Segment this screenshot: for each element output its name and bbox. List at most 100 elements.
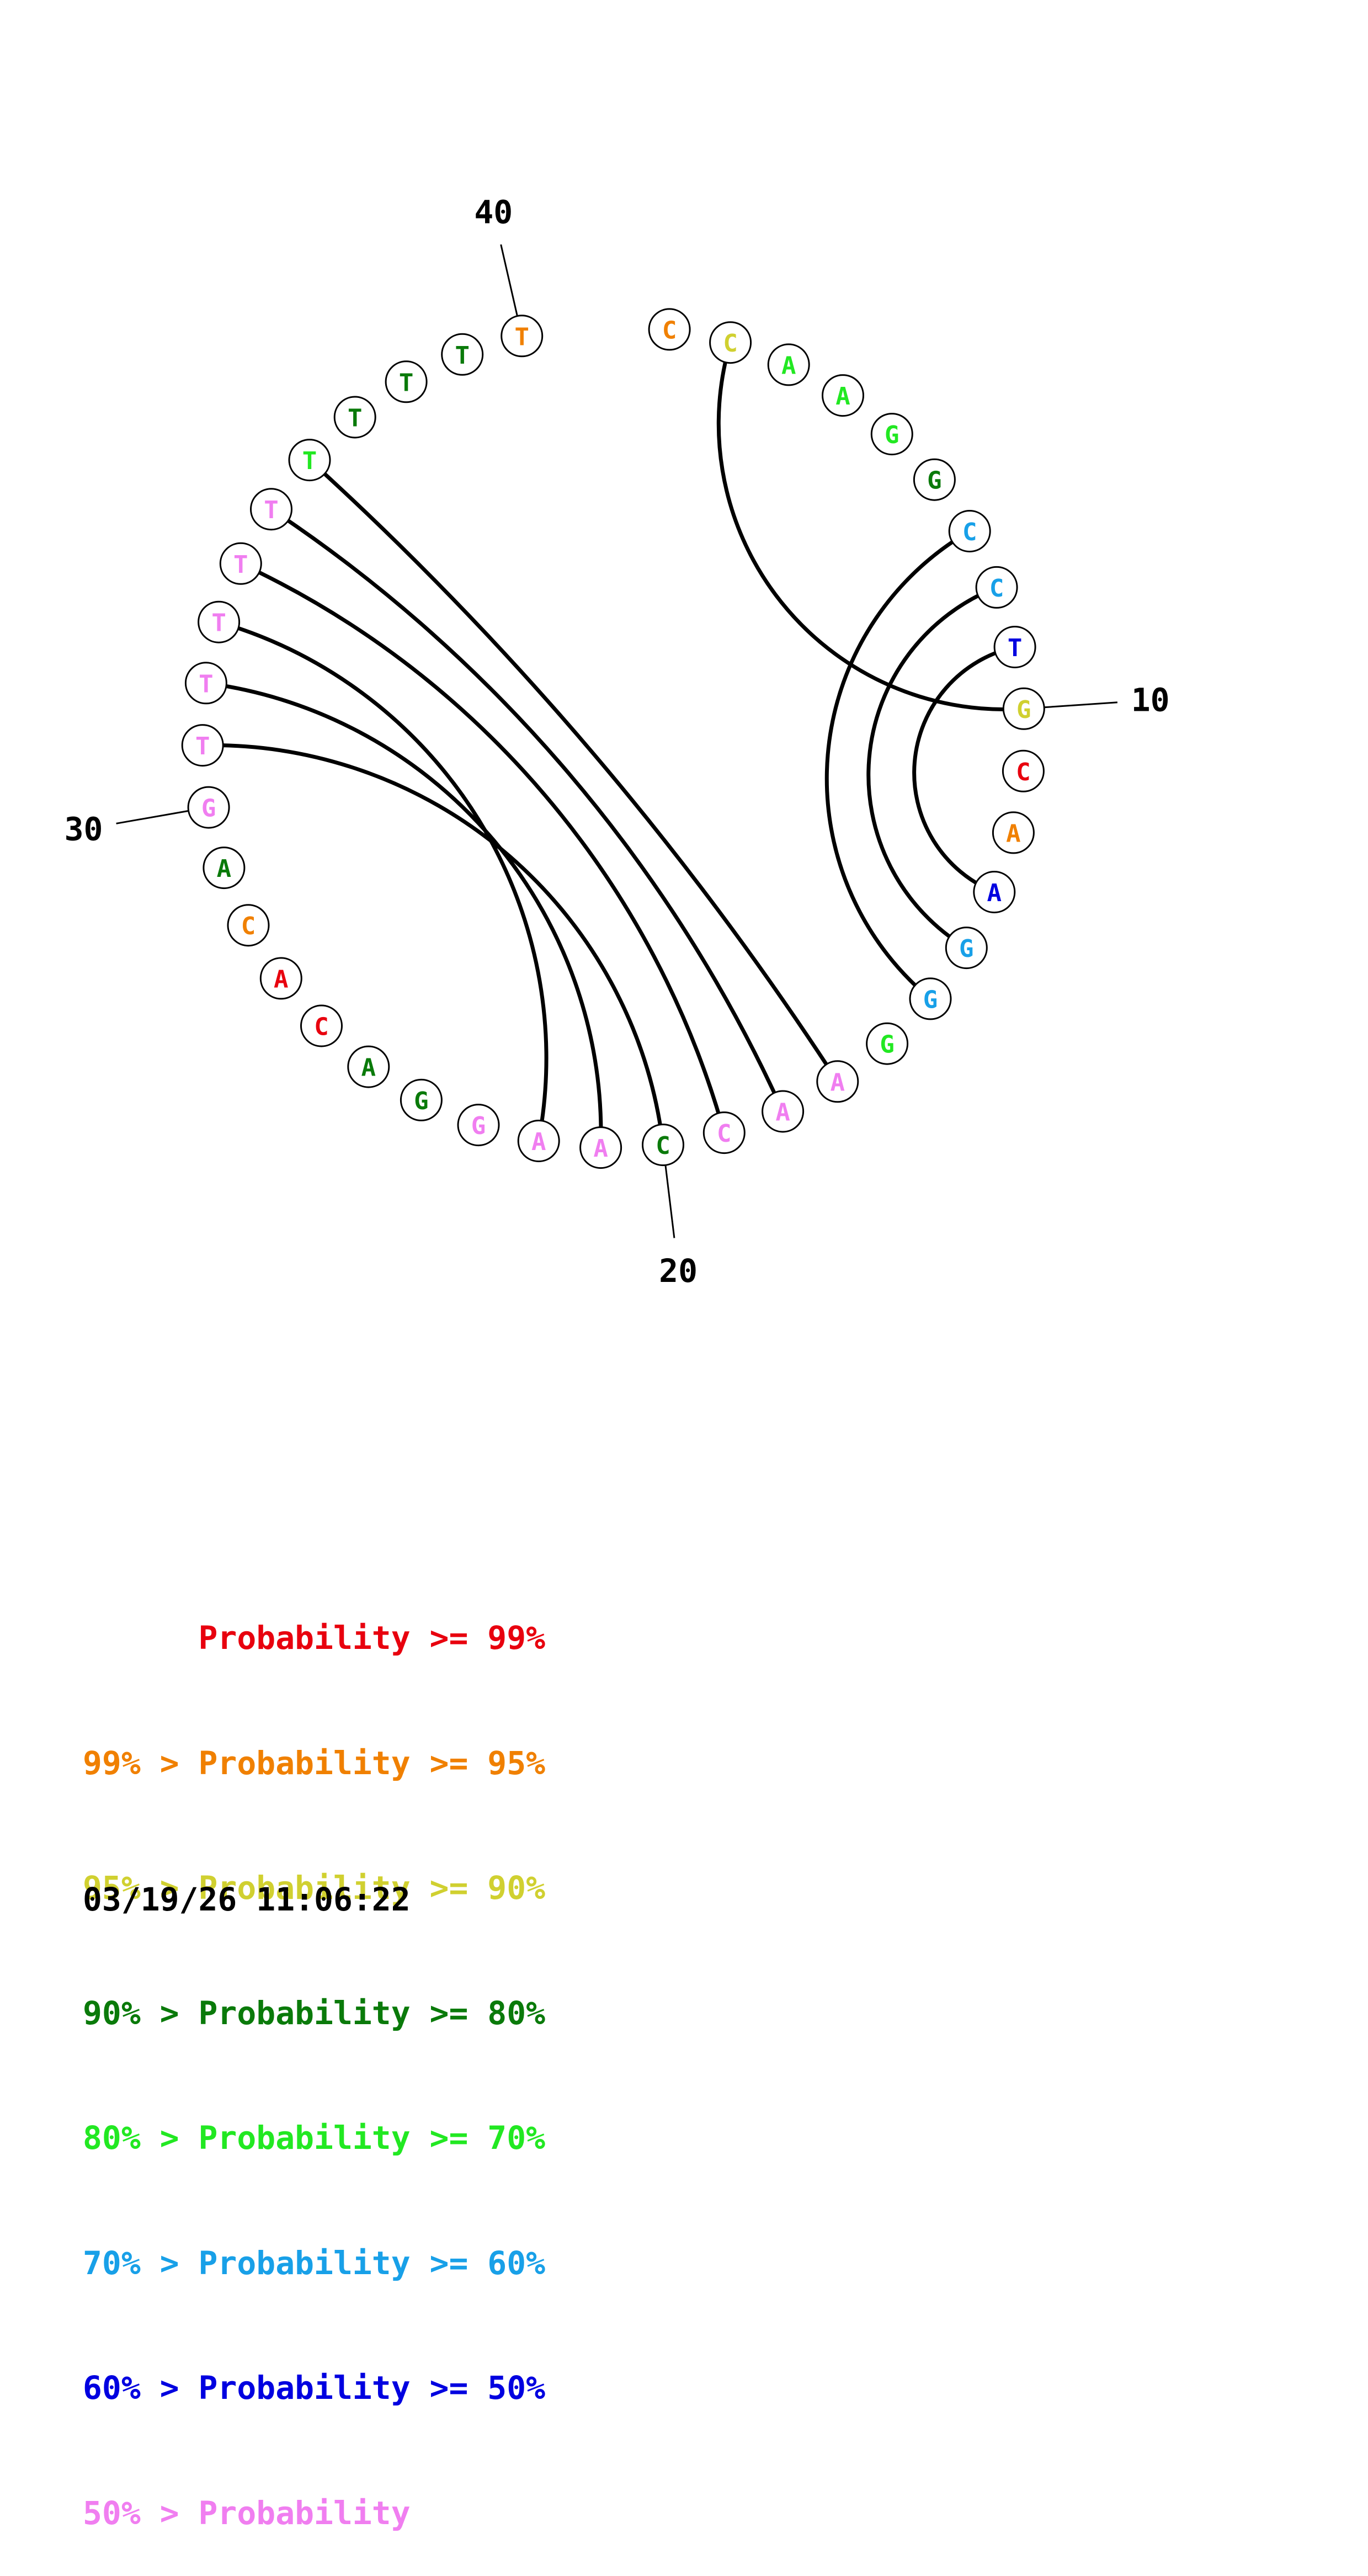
nucleotide-letter: T xyxy=(233,551,248,579)
nucleotide-circle xyxy=(300,1004,343,1047)
nucleotide-letter: G xyxy=(927,467,942,495)
nucleotide-circle xyxy=(909,977,952,1020)
nucleotide-circle xyxy=(973,871,1016,913)
nucleotide-circle xyxy=(992,811,1035,854)
legend-line: 60% > Probability >= 50% xyxy=(83,2369,546,2407)
nucleotide-letter: T xyxy=(399,369,414,397)
label-tick xyxy=(500,244,518,317)
nucleotide-circle xyxy=(181,724,224,767)
nucleotide-circle xyxy=(642,1124,684,1167)
nucleotide: C xyxy=(709,321,752,364)
nucleotide: T xyxy=(441,333,484,376)
nucleotide-letter: A xyxy=(531,1128,546,1156)
nucleotide-circle xyxy=(333,396,376,439)
nucleotide: A xyxy=(579,1126,622,1169)
label-tick xyxy=(116,810,189,824)
label-tick xyxy=(1044,701,1118,709)
nucleotide: G xyxy=(909,977,952,1020)
nucleotide: T xyxy=(184,662,227,705)
nucleotide: A xyxy=(203,847,246,890)
nucleotide-letter: G xyxy=(201,795,216,823)
nucleotide: G xyxy=(866,1022,909,1065)
nucleotide-letter: A xyxy=(593,1135,608,1163)
nucleotide-letter: G xyxy=(880,1031,895,1059)
nucleotide: G xyxy=(457,1104,500,1147)
nucleotide-letter: G xyxy=(414,1087,429,1115)
nucleotide: T xyxy=(333,396,376,439)
nucleotide: G xyxy=(945,927,988,970)
legend-line: 50% > Probability xyxy=(83,2494,411,2532)
nucleotide: G xyxy=(1002,687,1045,730)
nucleotide: C xyxy=(642,1124,684,1167)
nucleotide-circle xyxy=(913,458,956,501)
nucleotide-circle xyxy=(579,1126,622,1169)
nucleotide-circle xyxy=(187,786,230,829)
position-label: 30 xyxy=(65,811,103,848)
nucleotide: T xyxy=(993,626,1036,668)
nucleotide-letter: T xyxy=(211,609,226,637)
nucleotide: A xyxy=(992,811,1035,854)
nucleotide: G xyxy=(187,786,230,829)
nucleotide-letter: T xyxy=(264,496,279,524)
nucleotide-letter: G xyxy=(885,421,899,449)
nucleotide: G xyxy=(913,458,956,501)
nucleotide-letter: A xyxy=(781,352,796,380)
nucleotide-letter: C xyxy=(962,518,977,546)
nucleotide-letter: G xyxy=(471,1112,486,1140)
nucleotide-circle xyxy=(866,1022,909,1065)
legend-line: 70% > Probability >= 60% xyxy=(83,2244,546,2282)
position-label: 20 xyxy=(659,1252,698,1290)
legend-line: 95% > Probability >= 90% xyxy=(83,1869,546,1907)
nucleotide-circle xyxy=(501,315,544,358)
nucleotide: T xyxy=(181,724,224,767)
nucleotide-circle xyxy=(702,1111,746,1154)
pair-arc xyxy=(866,586,998,950)
nucleotide-circle xyxy=(648,308,691,351)
nucleotide-letter: T xyxy=(199,670,214,698)
pair-arc xyxy=(239,562,726,1133)
nucleotide: T xyxy=(250,488,292,531)
nucleotide: A xyxy=(347,1045,390,1088)
pair-arc xyxy=(203,743,665,1146)
nucleotide: A xyxy=(816,1060,859,1103)
nucleotide-letter: G xyxy=(959,935,974,963)
nucleotide-circle xyxy=(975,566,1018,609)
nucleotide-circle xyxy=(517,1120,560,1162)
nucleotide: A xyxy=(767,343,810,386)
nucleotide-circle xyxy=(457,1104,500,1147)
nucleotide-letter: T xyxy=(348,405,363,433)
pair-arc xyxy=(716,342,1024,711)
pair-arc xyxy=(308,459,839,1083)
nucleotide-letter: A xyxy=(274,965,289,993)
nucleotide-circle xyxy=(1002,687,1045,730)
nucleotide-circle xyxy=(227,904,270,947)
legend-line: 80% > Probability >= 70% xyxy=(83,2119,546,2157)
nucleotide: A xyxy=(822,374,864,417)
nucleotide-circle xyxy=(709,321,752,364)
legend-line: 90% > Probability >= 80% xyxy=(83,1994,546,2032)
nucleotide-letter: C xyxy=(989,574,1004,603)
nucleotide-letter: C xyxy=(1016,758,1031,786)
pair-arc xyxy=(205,681,603,1148)
nucleotide: C xyxy=(702,1111,746,1154)
nucleotide-circle xyxy=(385,360,428,403)
nucleotide-circle xyxy=(762,1090,805,1133)
nucleotide-circle xyxy=(441,333,484,376)
nucleotide-circle xyxy=(1002,749,1045,792)
nucleotide-circle xyxy=(993,626,1036,668)
nucleotide-letter: C xyxy=(656,1132,670,1160)
nucleotide: C xyxy=(300,1004,343,1047)
nucleotide: G xyxy=(870,413,913,456)
nucleotide: C xyxy=(648,308,691,351)
nucleotide: T xyxy=(198,600,241,643)
pair-arcs xyxy=(203,342,1024,1148)
nucleotide: A xyxy=(973,871,1016,913)
nucleotide-circle xyxy=(184,662,227,705)
nucleotide-letter: C xyxy=(662,316,677,344)
nucleotide-letter: G xyxy=(923,986,938,1014)
nucleotide-circle xyxy=(400,1078,443,1121)
nucleotide-circle xyxy=(870,413,913,456)
nucleotide-letter: C xyxy=(717,1120,732,1148)
